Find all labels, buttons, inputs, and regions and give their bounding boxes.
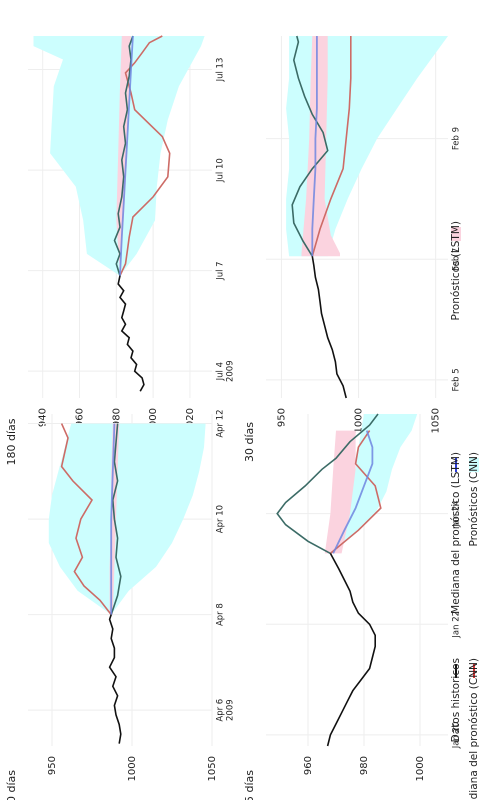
- y-tick-label-0: 950: [276, 408, 287, 427]
- median-cnn-line: [329, 430, 382, 555]
- x-tick-label-3: Apr 12: [216, 409, 226, 437]
- legend-label-band_cnn: Pronósticos (CNN): [468, 452, 480, 546]
- y-tick-label-0: 960: [303, 756, 314, 775]
- legend-label-historical: Datos historicos: [450, 658, 462, 742]
- historical-line: [117, 275, 145, 392]
- chart-panel-0: 940 960 980 1000 1020 Jul 4 2009 Jul 7 Jul 10 Jul…: [5, 35, 236, 466]
- median-lstm-line: [110, 423, 116, 615]
- actual-future-line: [110, 423, 122, 615]
- legend-label-median_lstm: Mediana del pronóstico (LSTM): [450, 452, 462, 614]
- x-tick-label-0-0: Apr 6: [216, 699, 226, 722]
- x-tick-label-1: Jul 7: [216, 261, 226, 280]
- y-tick-label-4: 1020: [185, 408, 196, 433]
- y-tick-label-3: 1000: [148, 408, 159, 433]
- legend-swatch-band_lstm: [451, 227, 461, 241]
- y-tick-label-1: 980: [359, 756, 370, 775]
- chart-panel-3: 960 980 1000 Jan 20 Jan 22 Jan 24 15 días: [243, 413, 462, 800]
- x-tick-label-2: Apr 10: [216, 505, 226, 533]
- y-tick-label-0: 940: [38, 408, 49, 427]
- actual-future-line: [113, 35, 134, 276]
- x-tick-label-0-0: Jul 4: [216, 362, 226, 381]
- y-tick-label-0: 950: [47, 756, 58, 775]
- x-tick-label-0-1: 2009: [226, 360, 236, 382]
- chart-panel-1: 950 1000 1050 Apr 6 2009 Apr 8 Apr 10 Apr 12 90 …: [5, 409, 236, 800]
- x-tick-label-0: Jan 20: [452, 722, 462, 750]
- actual-future-line: [276, 413, 379, 555]
- y-tick-label-1: 1000: [127, 756, 138, 781]
- chart-panel-2: 950 1000 1050 Feb 5 Feb 7 Feb 9 30 días: [243, 35, 462, 462]
- panel-title-1: 90 días: [5, 770, 18, 800]
- historical-line: [326, 553, 377, 747]
- median-lstm-line: [119, 35, 134, 276]
- y-tick-label-1: 1000: [354, 408, 365, 433]
- band-lstm: [301, 36, 340, 257]
- x-tick-label-1: Feb 7: [452, 248, 462, 271]
- legend: Datos historicos Mediana del pronóstico (…: [450, 221, 480, 800]
- y-tick-label-2: 1050: [431, 408, 442, 433]
- y-tick-label-2: 1000: [415, 756, 426, 781]
- legend-swatch-band_cnn: [469, 458, 479, 472]
- panel-title-0: 180 días: [5, 418, 18, 465]
- panel-title-3: 15 días: [243, 770, 256, 800]
- legend-label-median_cnn: Mediana del pronóstico (CNN): [468, 658, 480, 800]
- x-tick-label-0-1: 2009: [226, 699, 236, 721]
- x-tick-label-2: Feb 9: [452, 127, 462, 150]
- actual-future-line: [291, 35, 329, 257]
- legend-label-band_lstm: Pronósticos (LSTM): [450, 221, 462, 320]
- x-tick-label-1: Apr 8: [216, 603, 226, 626]
- median-lstm-line: [332, 430, 374, 554]
- panel-title-2: 30 días: [243, 422, 256, 462]
- y-tick-label-1: 960: [75, 408, 86, 427]
- y-tick-label-2: 1050: [207, 756, 218, 781]
- x-tick-label-2: Jan 24: [452, 500, 462, 528]
- median-cnn-line: [311, 36, 352, 257]
- x-tick-label-3: Jul 13: [216, 58, 226, 83]
- historical-line: [311, 256, 347, 399]
- x-tick-label-1: Jan 22: [452, 611, 462, 639]
- band-lstm: [116, 36, 131, 276]
- historical-line: [108, 614, 122, 744]
- x-tick-label-0: Feb 5: [452, 368, 462, 391]
- x-tick-label-2: Jul 10: [216, 158, 226, 183]
- band-cnn: [48, 423, 206, 615]
- median-lstm-line: [311, 36, 318, 257]
- median-cnn-line: [60, 423, 112, 616]
- median-cnn-line: [119, 35, 171, 277]
- y-tick-label-2: 980: [111, 408, 122, 427]
